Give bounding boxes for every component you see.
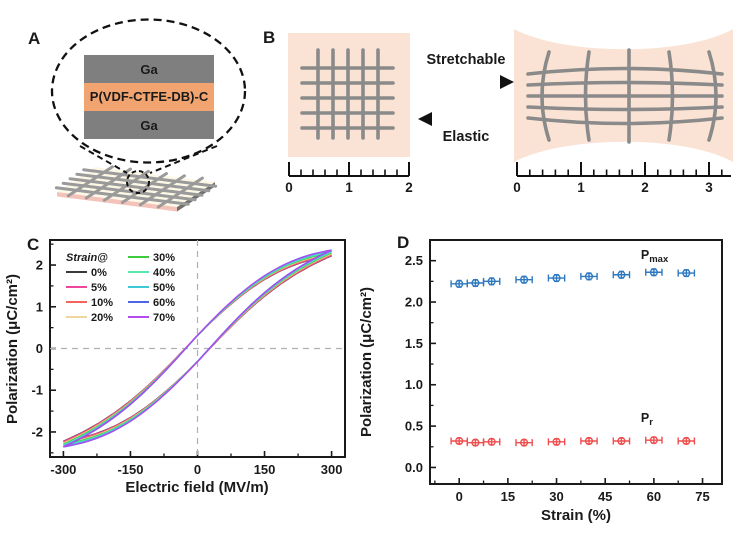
ruler-label: 1: [345, 180, 353, 195]
y-tick-label: -1: [31, 383, 43, 398]
d-x-axis-label: Strain (%): [541, 507, 611, 524]
zoom-cone-right-line: [149, 145, 218, 174]
data-point-Pr: [580, 436, 598, 446]
ruler-label: 2: [405, 180, 413, 195]
relax-arrow-head: [418, 112, 432, 126]
x-tick-label: -150: [117, 462, 143, 477]
ruler-right: 0 1 2 3: [513, 162, 731, 195]
x-tick-label: 150: [254, 462, 276, 477]
stretch-arrow-head: [500, 75, 514, 89]
polymer-layer: [84, 83, 214, 111]
data-point-Pr: [482, 437, 501, 446]
data-point-Pr: [612, 436, 631, 446]
data-point-Pr: [645, 436, 663, 445]
data-point-Pr: [677, 436, 696, 446]
legend-label-20%: 20%: [91, 312, 113, 324]
panel-c-chart: C -300 -150 0 150 300 -2 -1 0 1 2 Strain@ 0% 5% 10% 20…: [4, 235, 346, 496]
stretch-arrow-label: Stretchable: [427, 52, 506, 68]
zoom-cone-left-line: [79, 145, 128, 174]
x-tick-label: 60: [647, 489, 661, 504]
legend-label-70%: 70%: [153, 312, 175, 324]
ruler-label: 0: [513, 180, 521, 195]
polymer-label: P(VDF-CTFE-DB)-C: [90, 89, 209, 104]
x-tick-label: 0: [456, 489, 463, 504]
data-point-Pmax: [612, 270, 631, 279]
x-tick-label: 75: [695, 489, 709, 504]
legend-label-50%: 50%: [153, 282, 175, 294]
x-tick-label: 30: [549, 489, 563, 504]
pe-loop-70%: [63, 249, 332, 448]
legend-label-60%: 60%: [153, 297, 175, 309]
legend-label-5%: 5%: [91, 282, 107, 294]
c-y-axis-label: Polarization (μC/cm²): [4, 274, 21, 424]
data-point-Pmax: [547, 273, 566, 283]
data-point-Pr: [547, 437, 566, 446]
panel-d-label: D: [397, 233, 409, 252]
c-x-axis-label: Electric field (MV/m): [125, 479, 268, 496]
panel-a: A Ga: [28, 18, 245, 212]
pe-loop-plot: -300 -150 0 150 300 -2 -1 0 1 2 Strain@ 0% 5% 10% 20% 3…: [31, 239, 346, 477]
d-y-axis-label: Polarization (μC/cm²): [358, 287, 375, 437]
x-tick-label: 45: [598, 489, 612, 504]
zoom-circle: [126, 170, 150, 194]
top-electrode-layer: [84, 55, 214, 83]
x-tick-label: 300: [321, 462, 343, 477]
ruler-label: 3: [705, 180, 713, 195]
data-point-Pmax: [482, 277, 501, 286]
data-point-Pmax: [645, 268, 663, 277]
substrate-top: [48, 164, 224, 210]
y-tick-label: 1.0: [405, 377, 423, 392]
legend-label-10%: 10%: [91, 297, 113, 309]
data-point-Pmax: [515, 275, 533, 284]
printed-mesh: [48, 164, 224, 210]
x-tick-label: 15: [501, 489, 515, 504]
legend-label-30%: 30%: [153, 252, 175, 264]
top-electrode-label: Ga: [140, 62, 158, 77]
bottom-electrode-label: Ga: [140, 118, 158, 133]
panel-c-label: C: [27, 235, 39, 254]
y-tick-label: 2: [36, 258, 43, 273]
data-point-Pr: [515, 438, 533, 447]
x-tick-label: 0: [194, 462, 201, 477]
series-annotation-Pmax: Pmax: [641, 248, 669, 265]
polarization-strain-plot: 0 15 30 45 60 75 0.0 0.5 1.0 1.5 2.0 2.5 Pmax Pr: [405, 239, 723, 504]
y-tick-label: -2: [31, 424, 43, 439]
data-point-Pmax: [466, 278, 485, 288]
y-tick-label: 0.5: [405, 419, 423, 434]
relax-arrow-label: Elastic: [443, 129, 490, 145]
y-tick-label: 2.0: [405, 295, 423, 310]
y-tick-label: 2.5: [405, 253, 423, 268]
legend-label-0%: 0%: [91, 267, 107, 279]
data-point-Pmax: [677, 268, 696, 278]
data-point-Pmax: [580, 272, 598, 281]
series-annotation-Pr: Pr: [641, 411, 653, 428]
data-point-Pmax: [450, 279, 469, 288]
plot-frame: [429, 239, 723, 485]
ruler-label: 1: [577, 180, 585, 195]
y-tick-label: 1.5: [405, 336, 423, 351]
stretched-mesh: [526, 48, 724, 144]
x-tick-label: -300: [50, 462, 76, 477]
data-point-Pr: [450, 436, 469, 446]
panel-b: B Stretchable Elastic: [263, 28, 733, 195]
y-tick-label: 0.0: [405, 460, 423, 475]
y-tick-label: 1: [36, 299, 43, 314]
ruler-label: 0: [285, 180, 293, 195]
panel-d-chart: D 0 15 30 45 60 75 0.0 0.5 1.0 1.5 2.0 2.5 Pmax Pr St…: [358, 233, 723, 524]
y-tick-label: 0: [36, 341, 43, 356]
panel-a-label: A: [28, 29, 40, 48]
ruler-left: 0 1 2: [285, 162, 413, 195]
panel-b-label: B: [263, 28, 275, 47]
data-point-Pr: [466, 438, 485, 447]
legend-label-40%: 40%: [153, 267, 175, 279]
legend-title: Strain@: [66, 252, 108, 264]
ruler-label: 2: [641, 180, 649, 195]
relaxed-mesh: [300, 48, 395, 140]
bottom-electrode-layer: [84, 111, 214, 139]
